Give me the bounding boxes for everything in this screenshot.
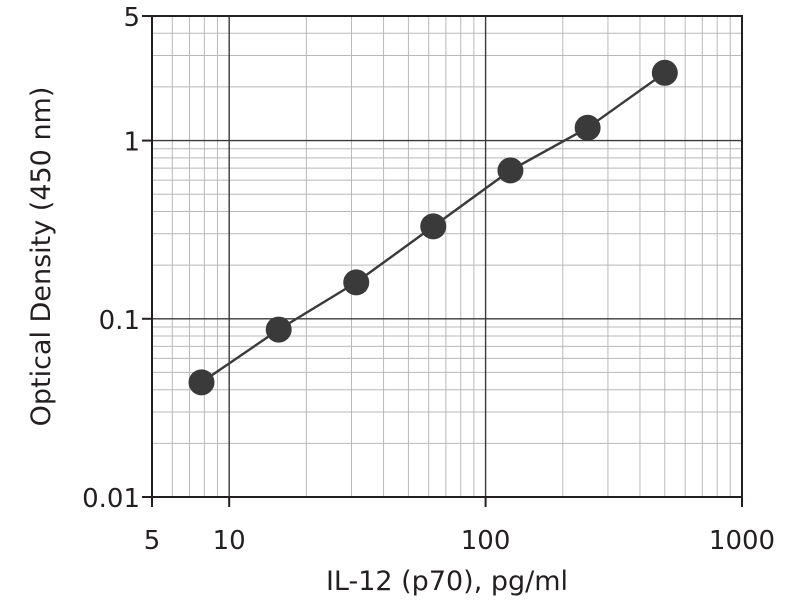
data-point	[343, 269, 370, 296]
y-axis-title: Optical Density (450 nm)	[26, 87, 57, 427]
y-tick-labels: 0.01 0.1 1 5	[82, 3, 140, 514]
x-tick-label: 100	[461, 526, 511, 556]
x-tick-label: 1000	[709, 526, 775, 556]
data-point	[651, 59, 678, 86]
x-tick-label: 5	[144, 526, 161, 556]
major-grid	[152, 16, 742, 497]
minor-grid	[152, 16, 742, 497]
x-tick-label: 10	[213, 526, 246, 556]
tick-marks	[142, 15, 743, 507]
data-point	[574, 114, 601, 141]
y-tick-label: 0.1	[99, 306, 140, 336]
y-tick-label: 5	[123, 3, 140, 33]
x-axis-title: IL-12 (p70), pg/ml	[326, 566, 568, 597]
y-tick-label: 0.01	[82, 484, 140, 514]
data-point	[188, 369, 215, 396]
data-points-layer	[188, 59, 678, 396]
data-point	[420, 213, 447, 240]
data-point	[265, 316, 292, 343]
data-point	[497, 157, 524, 184]
x-tick-labels: 5 10 100 1000	[144, 526, 775, 556]
y-tick-label: 1	[123, 128, 140, 158]
plot-frame	[151, 15, 743, 498]
